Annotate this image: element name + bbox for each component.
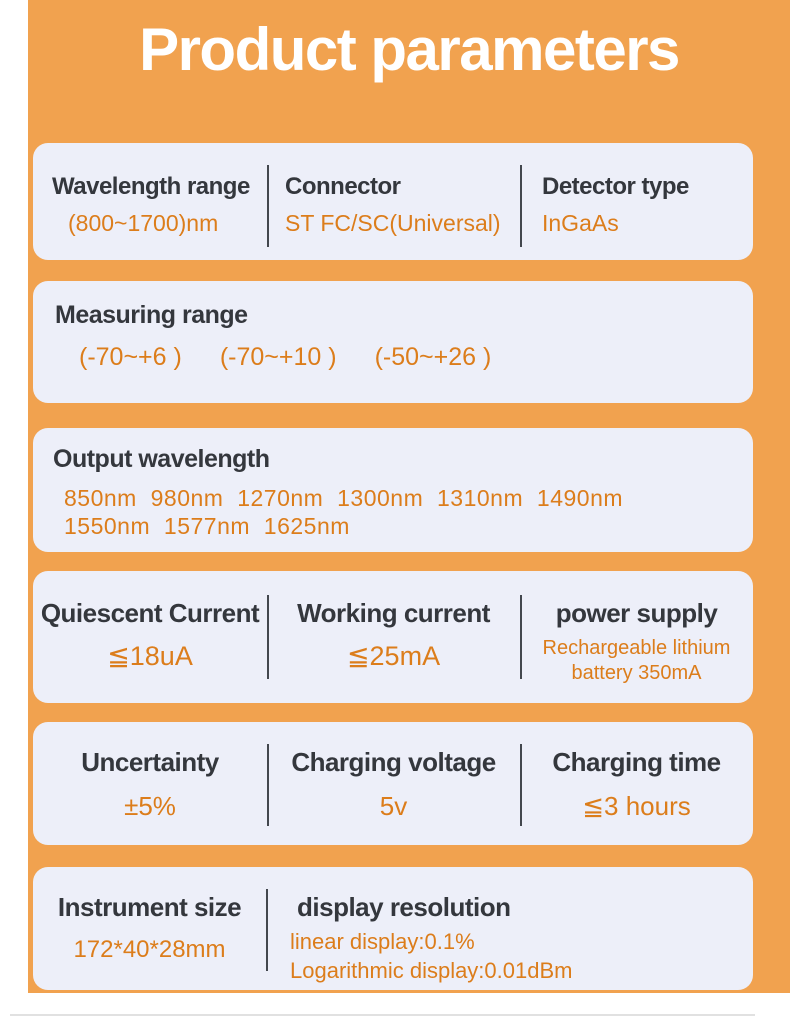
spec-label: Measuring range	[55, 301, 248, 329]
column-divider	[520, 744, 522, 826]
card-basic-specs: Wavelength range (800~1700)nm Connector …	[33, 143, 753, 260]
spec-connector: Connector ST FC/SC(Universal)	[267, 143, 520, 260]
card-current-power: Quiescent Current ≦18uA Working current …	[33, 571, 753, 703]
spec-power-supply: power supply Rechargeable lithium batter…	[520, 571, 753, 703]
column-divider	[267, 595, 269, 679]
spec-value: ≦18uA	[107, 641, 193, 671]
spec-uncertainty: Uncertainty ±5%	[33, 722, 267, 845]
spec-label: Wavelength range	[52, 173, 250, 200]
display-resolution-values: linear display:0.1% Logarithmic display:…	[266, 927, 753, 985]
spec-value: battery 350mA	[571, 662, 702, 684]
spec-display-resolution: display resolution linear display:0.1% L…	[266, 867, 753, 990]
measuring-range-values: (-70~+6 ) (-70~+10 ) (-50~+26 )	[55, 343, 753, 372]
power-supply-values: Rechargeable lithium battery 350mA	[520, 636, 753, 686]
spec-detector-type: Detector type InGaAs	[520, 143, 753, 260]
card-measuring-range: Measuring range (-70~+6 ) (-70~+10 ) (-5…	[33, 281, 753, 403]
column-divider	[267, 744, 269, 826]
spec-value: InGaAs	[542, 210, 619, 236]
card-uncertainty-charging: Uncertainty ±5% Charging voltage 5v Char…	[33, 722, 753, 845]
bottom-divider-line	[10, 1014, 755, 1016]
spec-value: ≦3 hours	[582, 791, 691, 821]
spec-quiescent-current: Quiescent Current ≦18uA	[33, 571, 267, 703]
spec-label: Connector	[285, 173, 401, 200]
card-output-wavelength: Output wavelength 850nm 980nm 1270nm 130…	[33, 428, 753, 552]
page-title: Product parameters	[139, 16, 680, 83]
spec-charging-time: Charging time ≦3 hours	[520, 722, 753, 845]
orange-background-panel: Product parameters Wavelength range (800…	[28, 0, 790, 993]
spec-value: (-70~+6 )	[79, 343, 182, 371]
spec-label: Charging voltage	[291, 747, 496, 777]
column-divider	[266, 889, 268, 971]
spec-value: ≦25mA	[346, 641, 441, 671]
spec-value: linear display:0.1%	[290, 929, 475, 954]
spec-value: ST FC/SC(Universal)	[285, 210, 501, 236]
spec-value: 1550nm 1577nm 1625nm	[64, 513, 350, 539]
spec-label: Charging time	[552, 747, 721, 777]
spec-charging-voltage: Charging voltage 5v	[267, 722, 520, 845]
spec-label: power supply	[555, 598, 718, 628]
spec-value: Logarithmic display:0.01dBm	[290, 958, 573, 983]
spec-label: Detector type	[542, 173, 689, 200]
column-divider	[520, 165, 522, 247]
spec-wavelength-range: Wavelength range (800~1700)nm	[33, 143, 267, 260]
spec-value: 5v	[379, 791, 408, 821]
spec-value: (800~1700)nm	[68, 210, 219, 236]
column-divider	[520, 595, 522, 679]
column-divider	[267, 165, 269, 247]
spec-label: Quiescent Current	[40, 598, 260, 628]
spec-label: Working current	[297, 598, 490, 628]
spec-label: Output wavelength	[53, 445, 270, 473]
output-wavelength-values: 850nm 980nm 1270nm 1300nm 1310nm 1490nm …	[53, 484, 753, 540]
spec-value: Rechargeable lithium	[542, 637, 731, 659]
card-size-resolution: Instrument size 172*40*28mm display reso…	[33, 867, 753, 990]
spec-value: (-70~+10 )	[219, 343, 337, 371]
spec-instrument-size: Instrument size 172*40*28mm	[33, 867, 266, 990]
spec-label: display resolution	[297, 892, 511, 922]
spec-value: ±5%	[124, 791, 176, 821]
spec-value: 850nm 980nm 1270nm 1300nm 1310nm 1490nm	[64, 485, 624, 511]
spec-value: (-50~+26 )	[374, 343, 492, 371]
spec-value: 172*40*28mm	[73, 936, 226, 963]
spec-working-current: Working current ≦25mA	[267, 571, 520, 703]
spec-label: Instrument size	[57, 892, 242, 922]
spec-label: Uncertainty	[81, 747, 219, 777]
